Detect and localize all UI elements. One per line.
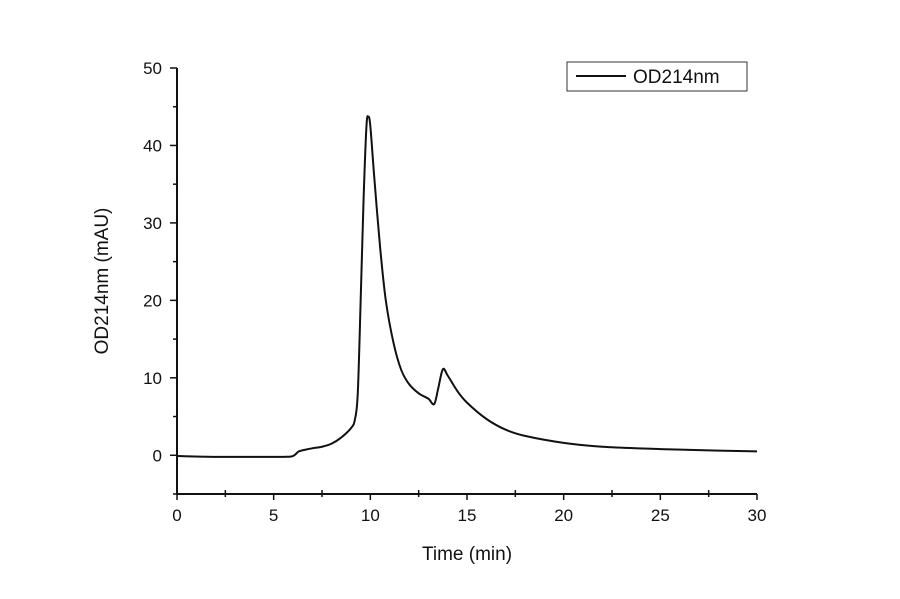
x-tick-label: 10 [361,506,380,525]
x-axis-label: Time (min) [422,544,512,565]
x-tick-label: 15 [458,506,477,525]
x-tick-label: 0 [172,506,181,525]
axes [176,68,757,495]
y-tick-label: 40 [143,136,162,155]
y-tick-label: 30 [143,214,162,233]
y-tick-label: 10 [143,369,162,388]
x-tick-label: 20 [554,506,573,525]
series-line-od214nm [176,115,758,458]
ticks: 0 5 10 15 20 25 30 0 10 20 30 40 50 [143,59,766,525]
x-tick-label: 5 [269,506,278,525]
legend-label: OD214nm [633,67,720,88]
y-axis-label: OD214nm (mAU) [92,208,113,355]
x-tick-label: 25 [651,506,670,525]
y-tick-label: 20 [143,291,162,310]
y-tick-label: 0 [153,446,162,465]
x-tick-label: 30 [748,506,767,525]
legend: OD214nm [566,61,748,92]
y-tick-label: 50 [143,59,162,78]
